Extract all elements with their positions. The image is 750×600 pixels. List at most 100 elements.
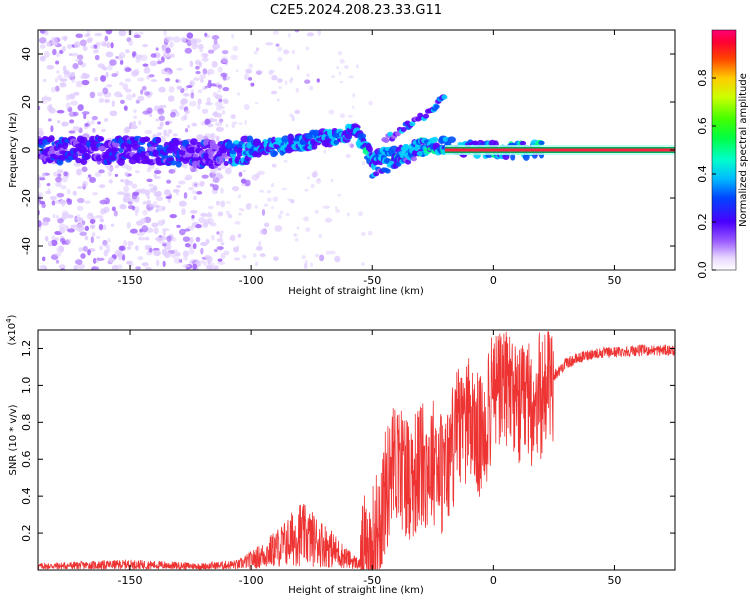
spectrogram-cell: [215, 135, 220, 142]
spectrogram-cell: [148, 164, 155, 170]
spectrogram-cell: [161, 228, 170, 232]
spectrogram-cell: [157, 60, 163, 65]
spectrogram-cell: [127, 260, 132, 266]
spectrogram-cell: [304, 259, 308, 265]
spectrogram-cell: [274, 225, 283, 232]
spectrogram-cell: [195, 70, 201, 75]
spectrogram-cell: [195, 65, 200, 70]
spectrogram-cell: [165, 47, 171, 54]
spectrogram-cell: [111, 73, 118, 78]
spectrogram-cell: [142, 209, 148, 216]
spectrogram-cell: [126, 245, 132, 250]
spectrogram-cell: [57, 173, 62, 177]
spectrogram-cell: [218, 156, 224, 164]
spectrogram-cell: [283, 49, 290, 55]
spectrogram-cell: [294, 238, 299, 242]
spectrogram-cell: [291, 49, 296, 55]
spectrogram-cell: [197, 43, 204, 50]
spectrogram-cell: [99, 199, 108, 205]
spectrogram-cell: [361, 232, 366, 237]
spectrogram-cell: [410, 156, 417, 162]
spectrogram-cell: [163, 36, 171, 44]
spectrogram-cell: [38, 182, 41, 189]
spectrogram-cell: [176, 224, 181, 228]
spectrogram-cell: [163, 189, 171, 196]
spectrogram-x-tick-label: 50: [607, 274, 621, 287]
spectrogram-cell: [166, 235, 172, 243]
spectrogram-cell: [216, 231, 220, 235]
spectrogram-cell: [167, 95, 175, 102]
spectrogram-cell: [109, 59, 117, 66]
spectrogram-cell: [83, 113, 87, 120]
spectrogram-cell: [71, 52, 79, 57]
spectrogram-cell: [98, 223, 104, 231]
spectrogram-cell: [168, 86, 175, 93]
spectrogram-cell: [182, 250, 189, 258]
spectrogram-cell: [151, 142, 159, 148]
spectrogram-cell: [238, 212, 243, 216]
colorbar-frame: [711, 29, 737, 271]
spectrogram-cell: [182, 256, 189, 261]
spectrogram-cell: [99, 218, 105, 223]
spectrogram-cell: [228, 213, 233, 219]
spectrogram-cell: [316, 78, 320, 83]
spectrogram-cell: [50, 239, 58, 247]
spectrogram-cell: [91, 266, 99, 270]
spectrogram-cell: [38, 105, 41, 111]
spectrogram-cell: [209, 222, 217, 227]
spectrogram-cell: [114, 173, 119, 177]
spectrogram-cell: [98, 97, 105, 103]
spectrogram-cell: [225, 123, 229, 128]
spectrogram-cell: [77, 185, 83, 190]
spectrogram-cell: [243, 103, 250, 111]
spectrogram-cell: [98, 169, 105, 174]
spectrogram-cell: [336, 66, 340, 70]
spectrogram-cell: [157, 126, 163, 130]
spectrogram-cell: [197, 89, 203, 94]
spectrogram-cell: [127, 240, 134, 247]
spectrogram-cell: [102, 239, 108, 246]
spectrogram-cell: [97, 121, 101, 125]
spectrogram-cell: [150, 53, 157, 58]
spectrogram-cell: [202, 86, 206, 91]
spectrogram-cell: [87, 249, 91, 256]
spectrogram-cell: [105, 30, 113, 35]
spectrogram-cell: [301, 254, 306, 260]
spectrogram-cell: [81, 166, 88, 173]
spectrogram-cell: [211, 60, 218, 68]
spectrogram-cell: [76, 214, 81, 221]
spectrogram-cell: [355, 64, 360, 69]
spectrogram-cell: [153, 249, 161, 257]
spectrogram-cell: [119, 59, 124, 65]
spectrogram-cell: [104, 98, 109, 103]
spectrogram-cell: [75, 58, 80, 62]
spectrogram-cell: [111, 264, 119, 270]
spectrogram-cell: [117, 191, 125, 195]
spectrogram-cell: [218, 118, 224, 123]
spectrogram-cell: [472, 140, 479, 147]
spectrogram-cell: [216, 200, 220, 206]
spectrogram-cell: [211, 35, 220, 40]
spectrogram-cell: [220, 200, 226, 208]
spectrogram-cell: [105, 71, 109, 78]
spectrogram-cell: [159, 121, 164, 127]
spectrogram-cell: [107, 166, 114, 171]
spectrogram-cell: [181, 115, 186, 122]
spectrogram-cell: [124, 67, 132, 72]
spectrogram-cell: [144, 236, 150, 241]
spectrogram-cell: [155, 47, 159, 51]
spectrogram-cell: [217, 211, 224, 217]
spectrogram-cell: [215, 126, 224, 132]
spectrogram-cell: [73, 265, 79, 270]
spectrogram-cell: [216, 246, 224, 250]
spectrogram-cell: [132, 120, 137, 126]
spectrogram-cell: [259, 253, 266, 258]
spectrogram-cell: [94, 171, 102, 177]
spectrogram-cell: [56, 192, 65, 198]
spectrogram-cell: [90, 45, 95, 49]
spectrogram-cell: [96, 235, 101, 240]
spectrogram-cell: [213, 248, 218, 253]
spectrogram-cell: [209, 83, 217, 87]
spectrogram-cell: [236, 147, 243, 154]
spectrogram-cell: [222, 98, 229, 103]
